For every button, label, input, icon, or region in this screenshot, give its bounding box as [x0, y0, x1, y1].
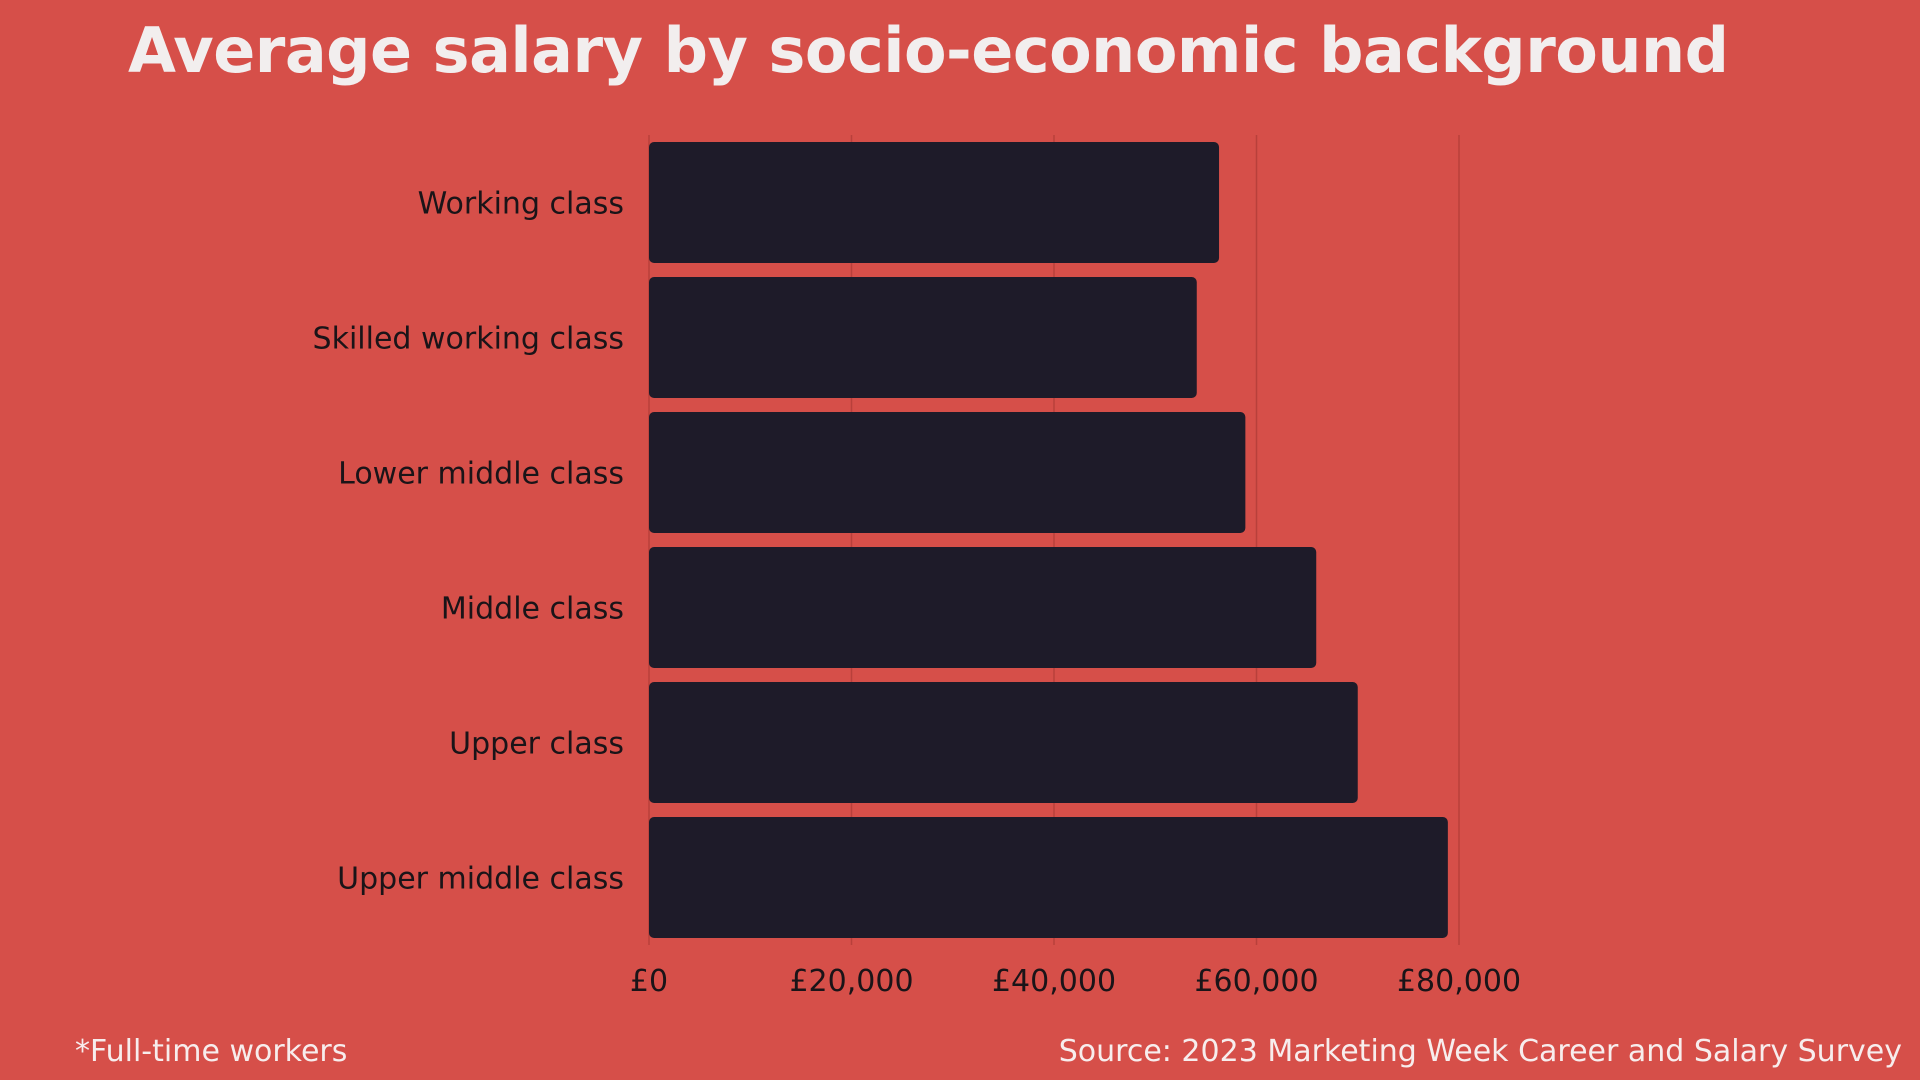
category-label-5: Upper middle class — [337, 862, 624, 897]
bar-0 — [649, 142, 1220, 263]
x-tick-label-4: £80,000 — [1397, 964, 1521, 999]
bar-2 — [649, 412, 1246, 533]
category-label-2: Lower middle class — [338, 457, 624, 492]
bar-1 — [649, 277, 1197, 398]
bar-4 — [649, 682, 1358, 803]
category-label-1: Skilled working class — [313, 322, 624, 357]
category-label-0: Working class — [418, 187, 624, 222]
x-tick-label-3: £60,000 — [1194, 964, 1318, 999]
category-label-3: Middle class — [441, 592, 624, 627]
category-label-4: Upper class — [449, 727, 624, 762]
x-tick-label-2: £40,000 — [992, 964, 1116, 999]
chart-title: Average salary by socio-economic backgro… — [128, 14, 1729, 87]
x-tick-label-1: £20,000 — [789, 964, 913, 999]
footnote: *Full-time workers — [75, 1034, 348, 1069]
bar-3 — [649, 547, 1317, 668]
bar-5 — [649, 817, 1448, 938]
source-note: Source: 2023 Marketing Week Career and S… — [1058, 1034, 1902, 1069]
x-tick-label-0: £0 — [630, 964, 668, 999]
